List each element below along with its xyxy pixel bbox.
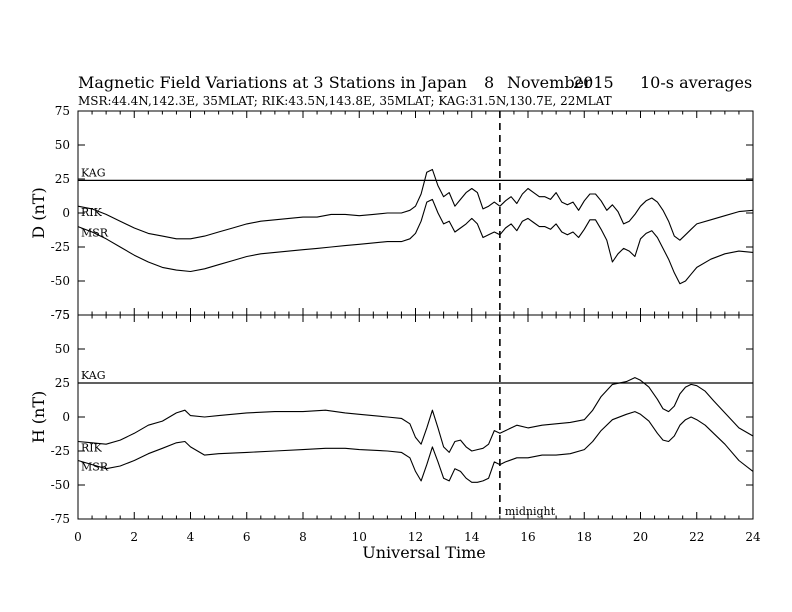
h-series-rik-label: RIK [81,441,103,454]
d-panel-y-axis-label: D (nT) [29,187,48,238]
d-series-msr-label: MSR [81,227,109,240]
h-series-kag-label: KAG [81,369,106,382]
x-axis-label: Universal Time [362,543,485,562]
h-panel-y-ticks: 75 50 25 0 -25 -50 -75 [51,308,753,526]
x-tick-label: 2 [130,530,138,544]
h-y-tick-label: -25 [51,444,70,458]
d-panel: 75 50 25 0 -25 -50 -75 KAG RIK MSR D (nT) [29,104,754,322]
d-series-msr-line [77,198,754,285]
d-y-tick-label: 0 [62,206,70,220]
d-y-tick-label: 75 [55,104,70,118]
x-tick-label: 22 [689,530,704,544]
d-y-tick-label: -50 [51,274,70,288]
h-panel-frame [77,314,754,520]
d-y-tick-label: 25 [55,172,70,186]
x-tick-label: 12 [408,530,423,544]
chart-title-year: 2015 [573,73,614,92]
h-y-tick-label: 0 [62,410,70,424]
h-y-tick-label: 75 [55,308,70,322]
h-panel-series [77,377,754,483]
chart-title-month: November [507,73,592,92]
x-axis-tick-labels: 0 2 4 6 8 10 12 14 16 18 20 22 24 [74,530,761,544]
h-panel-y-axis-label: H (nT) [29,391,48,444]
d-series-rik-line [77,168,754,241]
h-series-msr-line [77,411,754,483]
chart-title-day: 8 [484,73,494,92]
h-y-tick-label: -75 [51,512,70,526]
x-tick-label: 18 [577,530,592,544]
d-series-rik-label: RIK [81,206,103,219]
chart-title: Magnetic Field Variations at 3 Stations … [78,73,467,92]
h-panel-x-ticks [77,315,754,519]
h-panel: 75 50 25 0 -25 -50 -75 KAG RIK MSR H (nT) [29,308,754,526]
d-panel-frame [77,110,754,316]
chart-subtitle: MSR:44.4N,142.3E, 35MLAT; RIK:43.5N,143.… [78,94,612,108]
x-tick-label: 0 [74,530,82,544]
chart-title-averaging: 10-s averages [640,73,752,92]
x-tick-label: 14 [464,530,480,544]
d-y-tick-label: 50 [55,138,70,152]
d-series-kag-label: KAG [81,166,106,179]
h-panel-station-labels: KAG RIK MSR [81,369,109,474]
h-y-tick-label: -50 [51,478,70,492]
x-tick-label: 6 [243,530,251,544]
d-panel-station-labels: KAG RIK MSR [81,166,109,239]
h-y-tick-label: 25 [55,376,70,390]
h-series-msr-label: MSR [81,461,109,474]
h-series-rik-line [77,377,754,453]
x-tick-label: 4 [187,530,195,544]
d-panel-x-ticks [77,111,754,315]
midnight-label: midnight [505,505,556,518]
x-tick-label: 24 [745,530,761,544]
x-tick-label: 20 [633,530,648,544]
d-y-tick-label: -75 [51,308,70,322]
x-tick-label: 10 [352,530,367,544]
d-panel-series [77,168,754,285]
x-tick-label: 8 [299,530,307,544]
d-y-tick-label: -25 [51,240,70,254]
h-y-tick-label: 50 [55,342,70,356]
x-tick-label: 16 [520,530,535,544]
